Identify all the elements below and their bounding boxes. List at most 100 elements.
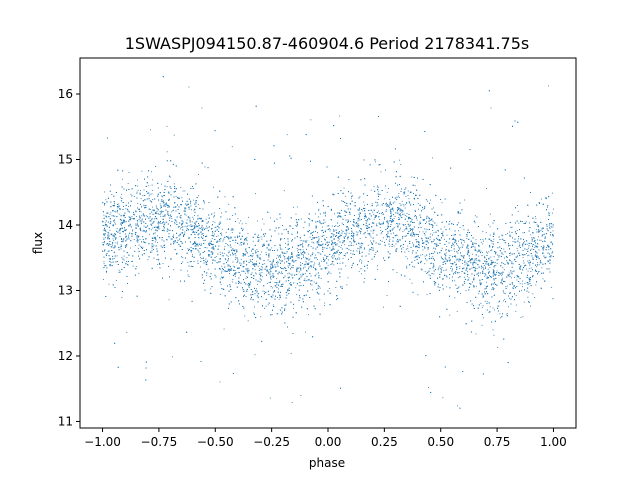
data-point	[455, 272, 457, 274]
data-point	[466, 275, 468, 277]
data-point	[283, 190, 285, 192]
data-point	[379, 226, 381, 228]
data-point	[338, 212, 340, 213]
data-point	[377, 265, 378, 267]
data-point	[282, 273, 283, 275]
data-point	[283, 304, 285, 306]
data-point	[508, 297, 510, 299]
data-point	[104, 265, 106, 267]
data-point	[126, 257, 128, 259]
data-point	[350, 250, 352, 251]
data-point	[311, 284, 313, 286]
data-point	[538, 236, 539, 238]
data-point	[252, 264, 254, 265]
data-point	[505, 286, 507, 288]
data-point	[359, 259, 361, 260]
data-point	[219, 223, 221, 225]
data-point	[180, 240, 182, 242]
data-point	[315, 231, 316, 233]
data-point	[332, 235, 334, 237]
data-point	[422, 249, 424, 251]
data-point	[475, 239, 477, 241]
data-point	[161, 183, 163, 185]
data-point	[264, 307, 265, 309]
data-point	[235, 242, 237, 244]
data-point	[462, 244, 464, 246]
data-point	[300, 395, 302, 396]
data-point	[292, 206, 294, 208]
data-point	[140, 190, 142, 192]
data-point	[157, 242, 158, 244]
data-point	[264, 263, 266, 265]
data-point	[135, 244, 136, 246]
data-point	[284, 252, 286, 254]
data-point	[318, 252, 320, 254]
data-point	[337, 236, 339, 238]
data-point	[253, 248, 254, 250]
data-point	[324, 267, 326, 269]
data-point	[432, 230, 434, 232]
data-point	[151, 240, 153, 242]
data-point	[261, 276, 263, 278]
data-point	[539, 239, 541, 241]
data-point	[186, 219, 188, 221]
data-point	[512, 240, 514, 242]
data-point	[274, 264, 276, 266]
data-point	[467, 264, 469, 266]
data-point	[166, 125, 168, 127]
data-point	[387, 233, 389, 234]
data-point	[335, 287, 337, 288]
data-point	[535, 254, 536, 256]
data-point	[123, 255, 125, 257]
data-point	[464, 260, 466, 262]
data-point	[371, 241, 373, 243]
data-point	[193, 199, 194, 201]
data-point	[526, 268, 528, 270]
data-point	[259, 254, 261, 256]
data-point	[366, 220, 368, 222]
data-point	[190, 228, 192, 230]
data-point	[309, 258, 311, 260]
data-point	[318, 243, 320, 245]
data-point	[255, 272, 257, 274]
data-point	[231, 281, 233, 283]
data-point	[348, 232, 350, 234]
data-point	[115, 211, 117, 213]
data-point	[363, 248, 365, 250]
data-point	[209, 288, 211, 290]
data-point	[137, 185, 139, 187]
data-point	[514, 276, 515, 278]
data-point	[222, 228, 223, 230]
data-point	[219, 251, 221, 253]
data-point	[474, 246, 476, 248]
data-point	[112, 241, 113, 243]
data-point	[457, 287, 459, 289]
data-point	[191, 254, 193, 256]
data-point	[228, 268, 229, 270]
data-point	[404, 207, 406, 209]
data-point	[464, 241, 466, 243]
data-point	[479, 279, 481, 281]
data-point	[192, 225, 193, 227]
data-point	[119, 246, 121, 248]
data-point	[497, 346, 499, 348]
data-point	[114, 245, 116, 247]
data-point	[212, 221, 214, 222]
data-point	[103, 237, 105, 239]
data-point	[279, 254, 281, 256]
data-point	[328, 288, 330, 289]
data-point	[343, 187, 345, 189]
data-point	[439, 252, 441, 254]
data-point	[413, 235, 415, 237]
data-point	[398, 219, 399, 221]
data-point	[349, 203, 351, 205]
data-point	[530, 271, 532, 272]
data-point	[268, 281, 270, 283]
data-point	[481, 307, 483, 309]
data-point	[110, 212, 112, 214]
data-point	[129, 218, 130, 220]
data-point	[148, 185, 150, 187]
data-point	[185, 214, 187, 216]
data-point	[221, 277, 223, 278]
data-point	[474, 258, 476, 260]
